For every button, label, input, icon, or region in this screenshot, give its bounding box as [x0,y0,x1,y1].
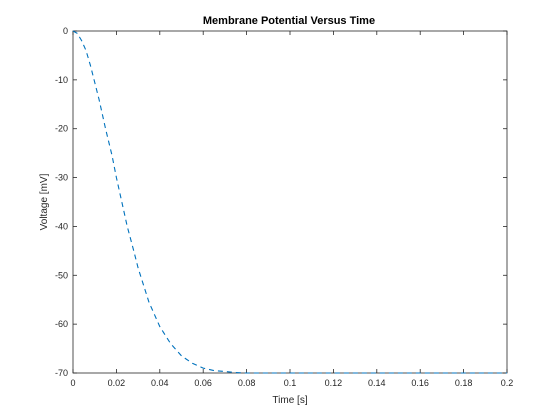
x-tick-label: 0.12 [325,378,343,388]
y-tick-label: -30 [55,173,68,183]
series-group [72,30,507,374]
y-axis-label: Voltage [mV] [39,173,50,230]
x-tick-label: 0.02 [108,378,126,388]
y-tick-label: 0 [63,26,68,36]
plot-area [72,30,508,374]
series-line-0 [72,30,507,374]
x-tick-label: 0.04 [151,378,169,388]
x-tick-label: 0.2 [501,378,514,388]
y-tick-label: -70 [55,368,68,378]
y-tick-label: -10 [55,75,68,85]
x-tick-label: 0.18 [455,378,473,388]
x-axis-label: Time [s] [272,395,307,406]
y-tick-label: -60 [55,319,68,329]
x-tick-label: 0 [70,378,75,388]
chart-title: Membrane Potential Versus Time [203,15,375,27]
x-tick-label: 0.1 [284,378,297,388]
x-tick-label: 0.16 [411,378,429,388]
x-tick-label: 0.14 [368,378,386,388]
y-tick-label: -50 [55,270,68,280]
y-tick-label: -40 [55,221,68,231]
x-tick-label: 0.08 [238,378,256,388]
x-tick-label: 0.06 [194,378,212,388]
axis-ticks: 0 0.02 0.04 0.06 0.08 0.1 0.12 0.14 0.16 0.18 0.2 0… [55,26,513,388]
y-tick-label: -20 [55,124,68,134]
